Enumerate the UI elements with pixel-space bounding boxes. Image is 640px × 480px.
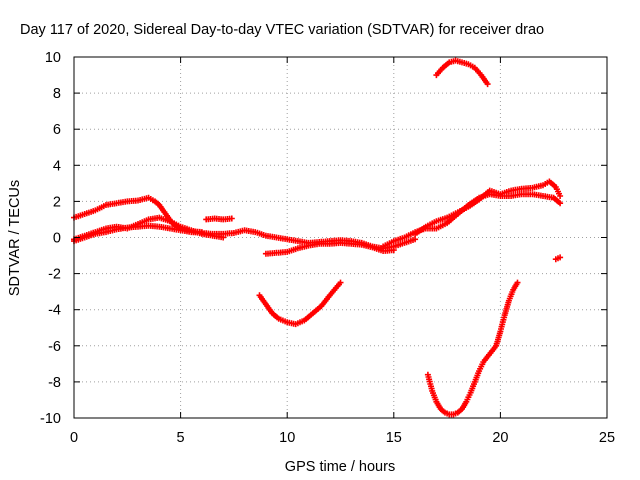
y-tick-label: -8 [48,375,61,391]
y-axis-label: SDTVAR / TECUs [7,180,23,296]
ticks: 0 5 10 15 20 25 -10 -8 -6 -4 -2 0 2 4 6 8 10 [40,50,615,446]
y-tick-label: -4 [48,303,61,319]
plus-marker [424,279,521,418]
plus-marker [412,178,564,237]
data-points [71,57,564,418]
x-tick-label: 20 [492,430,508,446]
y-tick-label: 4 [53,158,61,174]
y-tick-label: 10 [45,50,61,66]
series-track-short-segment [203,215,235,223]
x-axis-label: GPS time / hours [285,459,395,475]
plus-marker [262,239,397,257]
x-tick-label: 0 [70,430,78,446]
series-arc-bottom [424,279,521,418]
series-track-late-upper [412,178,564,237]
plus-marker [256,279,344,328]
series-isolated-point [552,254,564,263]
x-tick-label: 5 [177,430,185,446]
y-tick-label: 6 [53,122,61,138]
y-tick-label: -2 [48,267,61,283]
x-tick-label: 25 [599,430,615,446]
y-tick-label: 8 [53,86,61,102]
y-tick-label: -6 [48,339,61,355]
plus-marker [552,254,564,263]
x-tick-label: 10 [279,430,295,446]
x-tick-label: 15 [386,430,402,446]
chart-title: Day 117 of 2020, Sidereal Day-to-day VTE… [20,22,544,38]
series-arc-top [433,57,491,88]
y-tick-label: 2 [53,194,61,210]
y-tick-label: 0 [53,231,61,247]
plus-marker [203,215,235,223]
y-tick-label: -10 [40,411,61,427]
plus-marker [433,57,491,88]
series-track-mid-lower [262,239,397,257]
series-arc-mid [256,279,344,328]
